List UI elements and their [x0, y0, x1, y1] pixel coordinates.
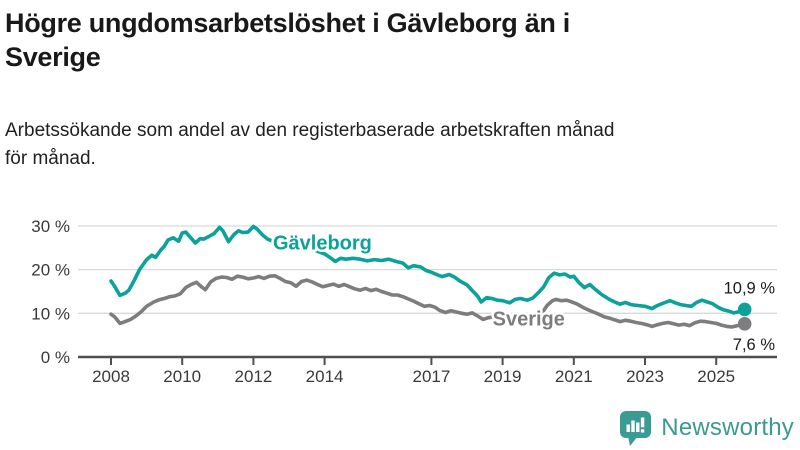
- y-tick-label: 30 %: [31, 217, 70, 236]
- subtitle-line-1: Arbetssökande som andel av den registerb…: [5, 120, 615, 141]
- x-tick-label: 2010: [163, 367, 201, 386]
- end-dot-gävleborg: [737, 302, 752, 317]
- line-chart-svg: 0 % 10 % 20 % 30 % 2008 2010 2012 2014 2017 2019 2…: [31, 217, 777, 386]
- newsworthy-logo-text: Newsworthy: [661, 414, 794, 441]
- x-tick-label: 2017: [412, 367, 450, 386]
- x-tick-label: 2021: [555, 367, 593, 386]
- x-tick-label: 2023: [626, 367, 664, 386]
- line-chart: 0 % 10 % 20 % 30 % 2008 2010 2012 2014 2017 2019 2…: [0, 196, 800, 396]
- y-tick-label: 0 %: [41, 348, 70, 367]
- x-tick-label: 2019: [484, 367, 522, 386]
- title-line-1: Högre ungdomsarbetslöshet i Gävleborg än…: [5, 8, 571, 38]
- y-tick-label: 10 %: [31, 304, 70, 323]
- newsworthy-logo: Newsworthy: [619, 408, 794, 448]
- chart-subtitle: Arbetssökande som andel av den registerb…: [5, 117, 785, 172]
- subtitle-line-2: för månad.: [5, 147, 96, 169]
- title-line-2: Sverige: [5, 42, 101, 73]
- newsworthy-speech-bubble-bar-chart-icon: [620, 411, 652, 446]
- end-value-label-gävleborg: 10,9 %: [724, 279, 776, 297]
- end-dot-sverige: [737, 317, 752, 331]
- x-tick-label: 2025: [697, 367, 735, 386]
- x-tick-label: 2008: [92, 367, 130, 386]
- end-value-label-sverige: 7,6 %: [733, 336, 776, 354]
- x-tick-label: 2012: [234, 367, 272, 386]
- series-line-sverige: [109, 274, 747, 329]
- x-tick-label: 2014: [306, 367, 344, 386]
- series-label-sverige: Sverige: [493, 309, 565, 331]
- page-title: Högre ungdomsarbetslöshet i Gävleborg än…: [5, 6, 795, 75]
- series-label-gävleborg: Gävleborg: [273, 233, 372, 255]
- series-line-gävleborg: [109, 224, 747, 315]
- y-tick-label: 20 %: [31, 261, 70, 280]
